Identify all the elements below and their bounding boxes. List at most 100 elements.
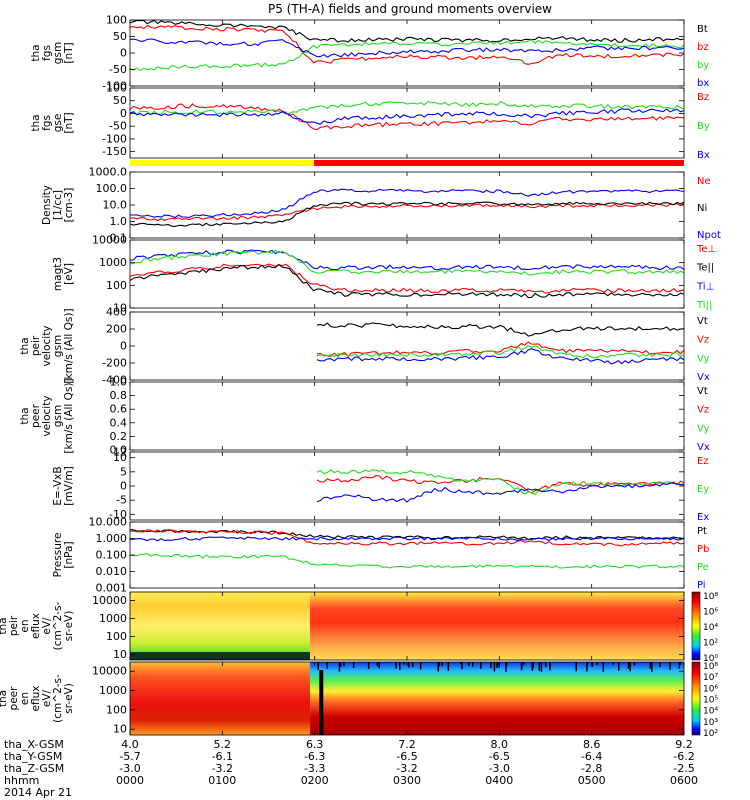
y-axis-label: [km/s (All Qs)] bbox=[63, 308, 75, 383]
series-line-Ni bbox=[129, 201, 685, 228]
panel-pressure: 10.000 1.000 0.100 0.010 0.001 Pressure [nPa] P… bbox=[52, 516, 709, 595]
x-axis-row-label: tha_X-GSM bbox=[4, 738, 64, 751]
region-bar-solar-wind bbox=[130, 160, 314, 166]
panel-fgs-gsm: 100 50 0 -50 -100 tha fgs gsm [nT] Bt bz by bx bbox=[30, 14, 709, 93]
spectrogram-dropout bbox=[461, 662, 463, 670]
panel-peir-spectrogram: 10⁸ 10⁶ 10⁴ 10² 10⁰ 10000 1000 100 10 tha peir en ef… bbox=[0, 591, 718, 664]
legend-label-Vz: Vz bbox=[697, 405, 709, 416]
series-line-Bz bbox=[129, 103, 685, 131]
series-line-Pe bbox=[129, 553, 685, 569]
spectrogram-dropout bbox=[586, 662, 588, 672]
legend-label-Pi: Pi bbox=[697, 580, 706, 591]
spectrogram-dropout bbox=[602, 662, 605, 672]
y-tick-label: 1.0 bbox=[110, 215, 128, 228]
legend-label-Ey: Ey bbox=[697, 484, 709, 495]
spectrogram-region-left bbox=[130, 662, 311, 735]
y-tick-label: 10000 bbox=[92, 594, 127, 607]
series-line-Npot bbox=[129, 188, 685, 219]
spectrogram-dropout bbox=[441, 662, 443, 667]
series-line-Ti⊥ bbox=[129, 249, 685, 271]
spectrogram-dropout bbox=[340, 662, 342, 667]
series-line-Pi bbox=[129, 536, 685, 542]
series-line-Vz bbox=[316, 341, 685, 357]
spectrogram-dropout bbox=[520, 662, 523, 671]
y-axis-label: gsm bbox=[52, 335, 64, 357]
colorbar-tick-label: 10⁶ bbox=[703, 608, 718, 618]
spectrogram-dropout bbox=[343, 662, 345, 667]
colorbar-tick-label: 10⁴ bbox=[703, 623, 718, 633]
x-tick-label: 0100 bbox=[208, 774, 236, 787]
spectrogram-dropout bbox=[591, 662, 594, 667]
spectrogram-region-right bbox=[310, 592, 684, 660]
spectrogram-dropout bbox=[532, 662, 534, 669]
legend-label-Pt: Pt bbox=[697, 526, 707, 537]
spectrogram-dropout bbox=[493, 662, 496, 672]
legend-label-Npot: Npot bbox=[697, 230, 721, 241]
y-tick-label: 10 bbox=[113, 723, 127, 736]
y-axis-label: [cm-3] bbox=[63, 188, 75, 223]
spectrogram-dropout bbox=[633, 662, 636, 666]
x-tick-label: -5.7 bbox=[119, 750, 140, 763]
spectrogram-dropout bbox=[679, 662, 681, 666]
x-tick-label: -6.2 bbox=[673, 750, 694, 763]
y-axis-label: velocity bbox=[41, 395, 53, 436]
y-axis-label: [nPa] bbox=[63, 541, 75, 568]
spectrogram-dropout bbox=[378, 662, 380, 669]
y-axis-label: velocity bbox=[41, 325, 53, 366]
y-axis-label: peir bbox=[8, 615, 20, 636]
panel-density: 1000.0 100.0 10.0 1.0 0.1 Density [1/cc] [cm-3]… bbox=[41, 166, 721, 245]
x-tick-label: 0000 bbox=[116, 774, 144, 787]
colorbar bbox=[691, 591, 701, 661]
y-axis-label: sr-eV) bbox=[63, 683, 75, 714]
spectrogram-dropout bbox=[419, 662, 422, 670]
spectrogram-dropout bbox=[472, 662, 474, 667]
colorbar-tick-label: 10² bbox=[703, 639, 718, 649]
colorbar-tick-label: 10⁷ bbox=[703, 673, 718, 683]
y-tick-label: 100.0 bbox=[96, 182, 128, 195]
spectrogram-dropout bbox=[411, 662, 414, 668]
legend-label-Bx: Bx bbox=[697, 150, 710, 161]
y-axis-label: fgs bbox=[41, 115, 53, 131]
y-axis-label: peer bbox=[30, 403, 42, 428]
x-tick-label: -6.1 bbox=[212, 750, 233, 763]
series-line-Te⊥ bbox=[129, 263, 685, 294]
series-line-Ey bbox=[316, 469, 685, 495]
y-tick-label: 100 bbox=[106, 14, 127, 27]
panel-frame bbox=[129, 451, 685, 521]
y-tick-label: 1000 bbox=[99, 684, 127, 697]
y-tick-label: 0.4 bbox=[110, 416, 128, 429]
spectrogram-dropout bbox=[629, 662, 631, 672]
y-axis-label: tha bbox=[0, 617, 9, 634]
y-axis-label: eflux bbox=[30, 613, 42, 639]
x-axis-row-label: tha_Z-GSM bbox=[4, 762, 64, 775]
legend-label-Bt: Bt bbox=[697, 24, 708, 35]
legend-label-Vt: Vt bbox=[697, 386, 708, 397]
spectrogram-dropout bbox=[403, 662, 405, 665]
x-tick-label: -2.8 bbox=[581, 762, 602, 775]
region-bar bbox=[130, 160, 684, 166]
y-axis-label: fgs bbox=[41, 45, 53, 61]
panel-frame bbox=[129, 381, 685, 451]
legend-label-Pe: Pe bbox=[697, 562, 709, 573]
spectrogram-dropout bbox=[549, 662, 551, 668]
y-tick-label: -100 bbox=[102, 132, 127, 145]
y-tick-label: 100 bbox=[106, 630, 127, 643]
colorbar-tick-label: 10⁶ bbox=[703, 684, 718, 694]
colorbar-tick-label: 10⁴ bbox=[703, 707, 718, 717]
x-tick-label: -6.5 bbox=[396, 750, 417, 763]
spectrogram-dropout bbox=[538, 662, 541, 671]
panel-peir-velocity: 400 200 0 -200 -400 tha peir velocity gsm [km/s (… bbox=[19, 306, 710, 387]
x-tick-label: -3.3 bbox=[304, 762, 325, 775]
x-axis-row-label: hhmm bbox=[4, 774, 39, 787]
y-axis-label: [km/s (All Qs)] bbox=[63, 378, 75, 453]
x-tick-label: 6.3 bbox=[306, 738, 324, 751]
spectrogram-dropout bbox=[505, 662, 507, 672]
y-tick-label: -400 bbox=[102, 374, 127, 387]
series-line-Vy bbox=[316, 345, 685, 359]
legend-label-Vt: Vt bbox=[697, 316, 708, 327]
spectrogram-dropout bbox=[544, 662, 547, 667]
series-line-Ez bbox=[316, 475, 685, 494]
